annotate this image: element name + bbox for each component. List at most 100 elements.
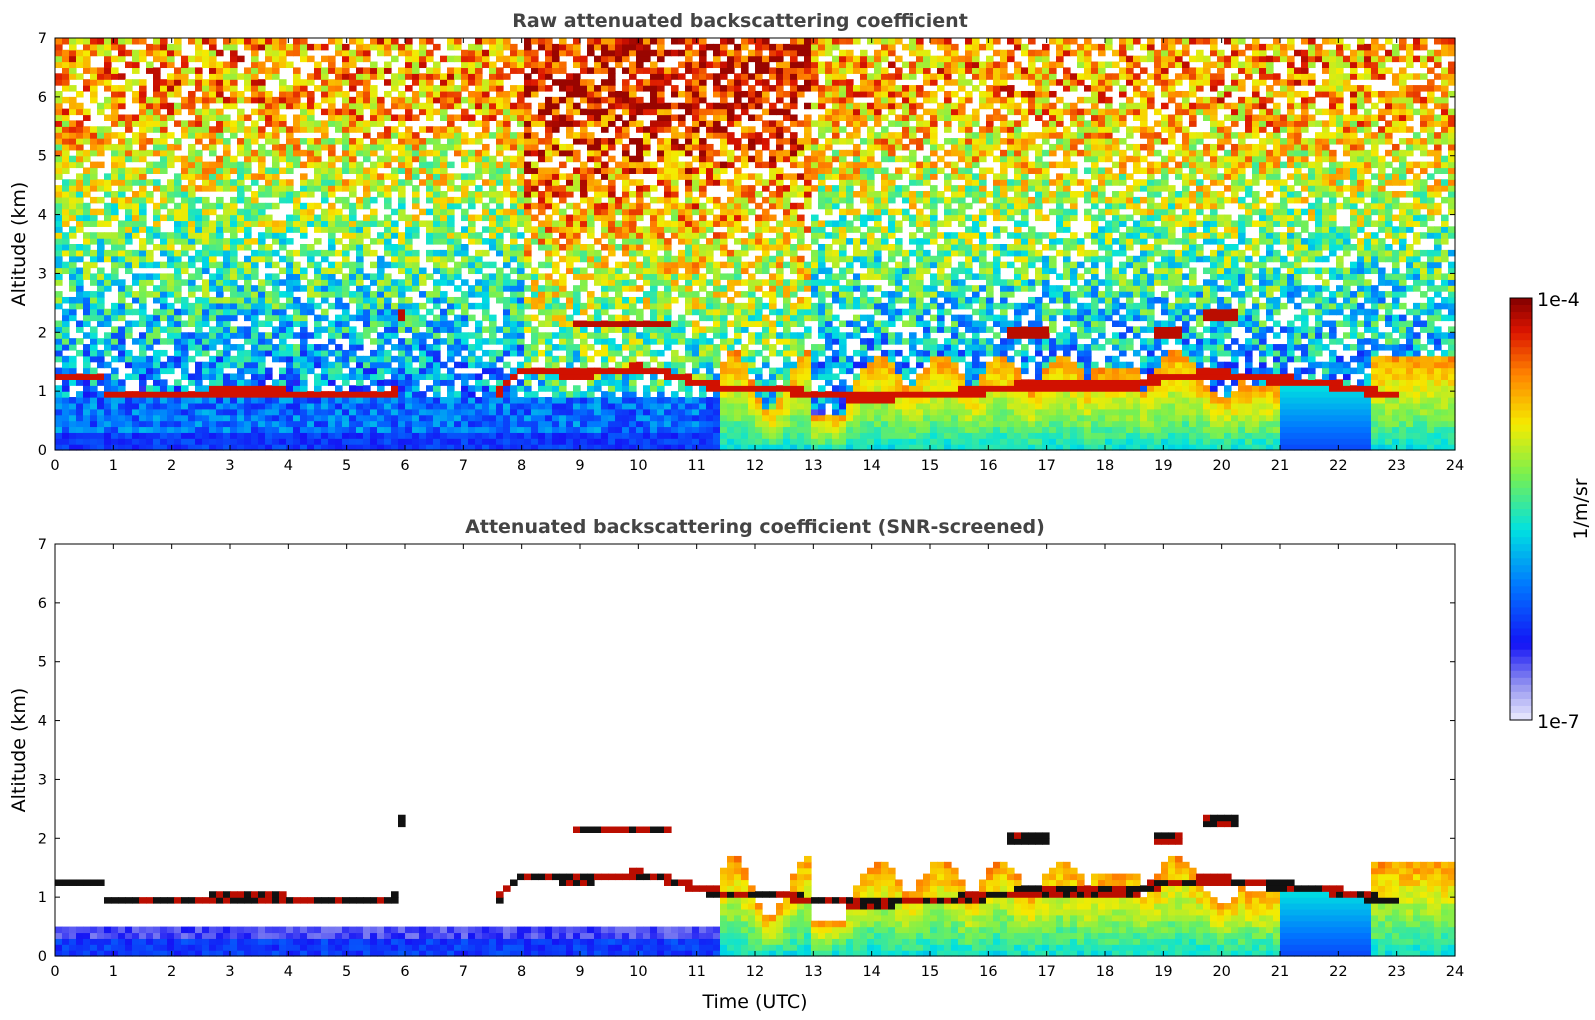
heatmap-cell bbox=[622, 208, 630, 216]
heatmap-cell bbox=[622, 296, 630, 304]
heatmap-cell bbox=[412, 214, 420, 222]
heatmap-cell bbox=[615, 267, 623, 275]
heatmap-cell bbox=[552, 55, 560, 63]
heatmap-cell bbox=[447, 338, 455, 345]
heatmap-cell bbox=[678, 379, 686, 386]
heatmap-cell bbox=[349, 126, 357, 133]
heatmap-cell bbox=[629, 438, 637, 445]
heatmap-cell bbox=[209, 273, 217, 280]
heatmap-cell bbox=[188, 238, 196, 245]
heatmap-cell bbox=[251, 173, 259, 180]
heatmap-cell bbox=[384, 132, 392, 139]
heatmap-cell bbox=[622, 397, 630, 404]
heatmap-cell bbox=[90, 397, 98, 404]
heatmap-cell bbox=[433, 385, 441, 392]
heatmap-cell bbox=[531, 132, 539, 139]
heatmap-cell bbox=[468, 173, 476, 180]
heatmap-cell bbox=[538, 85, 546, 92]
heatmap-cell bbox=[104, 214, 112, 222]
heatmap-cell bbox=[244, 438, 252, 445]
heatmap-cell bbox=[139, 426, 147, 433]
heatmap-cell bbox=[174, 285, 182, 292]
heatmap-cell bbox=[398, 155, 406, 163]
heatmap-cell bbox=[251, 96, 259, 104]
heatmap-cell bbox=[426, 90, 434, 98]
heatmap-cell bbox=[405, 249, 413, 257]
heatmap-cell bbox=[517, 279, 525, 286]
heatmap-cell bbox=[671, 214, 679, 222]
heatmap-cell bbox=[377, 320, 385, 327]
heatmap-cell bbox=[76, 338, 84, 345]
heatmap-cell bbox=[258, 373, 266, 380]
heatmap-cell bbox=[468, 373, 476, 380]
heatmap-cell bbox=[272, 179, 280, 186]
heatmap-cell bbox=[188, 161, 196, 169]
heatmap-cell bbox=[244, 79, 252, 86]
heatmap-cell bbox=[160, 367, 168, 375]
heatmap-cell bbox=[307, 355, 315, 363]
heatmap-cell bbox=[104, 179, 112, 186]
heatmap-cell bbox=[167, 196, 175, 204]
heatmap-cell bbox=[636, 332, 644, 339]
heatmap-cell bbox=[426, 49, 434, 57]
heatmap-cell bbox=[454, 261, 462, 269]
heatmap-cell bbox=[181, 161, 189, 169]
heatmap-cell bbox=[419, 349, 427, 357]
heatmap-cell bbox=[608, 226, 616, 233]
heatmap-cell bbox=[370, 208, 378, 216]
heatmap-cell bbox=[104, 320, 112, 327]
heatmap-cell bbox=[62, 332, 70, 339]
heatmap-cell bbox=[601, 232, 609, 239]
heatmap-cell bbox=[363, 391, 371, 398]
heatmap-cell bbox=[321, 79, 329, 86]
heatmap-cell bbox=[545, 214, 553, 222]
heatmap-cell bbox=[678, 61, 686, 69]
heatmap-cell bbox=[419, 55, 427, 63]
heatmap-cell bbox=[111, 420, 119, 428]
heatmap-cell bbox=[454, 38, 462, 45]
heatmap-cell bbox=[440, 326, 448, 333]
heatmap-cell bbox=[174, 102, 182, 110]
heatmap-cell bbox=[377, 185, 385, 192]
heatmap-cell bbox=[139, 108, 147, 116]
heatmap-cell bbox=[328, 161, 336, 169]
heatmap-cell bbox=[524, 285, 532, 292]
heatmap-cell bbox=[496, 273, 504, 280]
heatmap-cell bbox=[300, 397, 308, 404]
heatmap-cell bbox=[510, 214, 518, 222]
heatmap-cell bbox=[160, 308, 168, 316]
heatmap-cell bbox=[202, 90, 210, 98]
heatmap-cell bbox=[615, 302, 623, 310]
heatmap-cell bbox=[55, 238, 63, 245]
heatmap-cell bbox=[636, 420, 644, 428]
heatmap-cell bbox=[251, 332, 259, 339]
heatmap-cell bbox=[580, 279, 588, 286]
heatmap-cell bbox=[496, 49, 504, 57]
heatmap-cell bbox=[671, 438, 679, 445]
heatmap-cell bbox=[412, 132, 420, 139]
heatmap-cell bbox=[272, 191, 280, 198]
heatmap-cell bbox=[349, 167, 357, 174]
heatmap-cell bbox=[244, 379, 252, 386]
heatmap-cell bbox=[188, 214, 196, 222]
heatmap-cell bbox=[132, 173, 140, 180]
heatmap-cell bbox=[671, 402, 679, 410]
heatmap-cell bbox=[174, 191, 182, 198]
heatmap-cell bbox=[377, 314, 385, 322]
heatmap-cell bbox=[349, 344, 357, 351]
heatmap-cell bbox=[62, 444, 70, 451]
heatmap-cell bbox=[559, 43, 567, 51]
heatmap-cell bbox=[608, 373, 616, 380]
heatmap-cell bbox=[153, 114, 161, 121]
heatmap-cell bbox=[118, 38, 126, 45]
heatmap-cell bbox=[580, 126, 588, 133]
heatmap-cell bbox=[608, 249, 616, 257]
heatmap-cell bbox=[412, 220, 420, 227]
heatmap-cell bbox=[55, 432, 63, 439]
heatmap-cell bbox=[580, 108, 588, 116]
heatmap-cell bbox=[300, 208, 308, 216]
heatmap-cell bbox=[678, 143, 686, 151]
heatmap-cell bbox=[160, 185, 168, 192]
heatmap-cell bbox=[97, 273, 105, 280]
heatmap-cell bbox=[545, 285, 553, 292]
